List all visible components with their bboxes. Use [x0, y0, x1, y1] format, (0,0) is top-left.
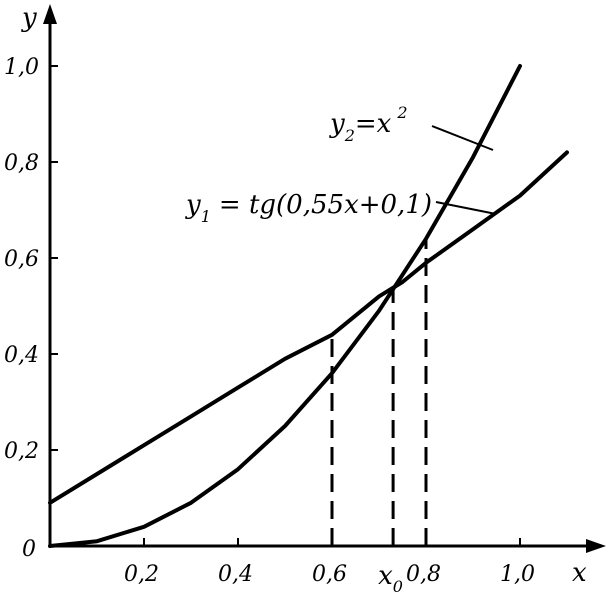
series-label-y2: y2=x 2: [329, 103, 494, 151]
x-tick-label: 1,0: [500, 562, 535, 587]
series-label-y1-main: y: [185, 190, 201, 220]
x-tick-label: 0,4: [218, 562, 253, 587]
svg-text:y1= tg(0,55x+0,1): y1 = tg(0,55x+0,1): [185, 190, 432, 226]
x-axis-label: x: [572, 558, 587, 588]
x-tick-label: 0,6: [312, 562, 347, 587]
x0-annotation: x0: [378, 561, 403, 596]
series-lines: [48, 64, 569, 548]
series-label-y2-sup: 2: [396, 103, 407, 122]
series-label-y1-leader: [435, 201, 497, 215]
series-label-y2-rest: =x: [355, 109, 392, 139]
x0-annotation-main: x: [378, 561, 393, 591]
x-tick-label: 0,8: [406, 562, 441, 587]
y-tick-label: 0,8: [4, 151, 39, 176]
series-line-1: [48, 150, 569, 505]
y-axis-arrow-icon: [43, 4, 57, 24]
y-tick-label: 1,0: [4, 55, 39, 80]
x0-annotation-sub: 0: [393, 577, 403, 596]
y-tick-label: 0,6: [4, 247, 39, 272]
series-label-y1-sub: 1: [201, 207, 211, 226]
series-label-y2-sub: 2: [344, 126, 355, 145]
tick-marks: [50, 65, 521, 546]
series-label-y2-leader: [431, 125, 494, 151]
series-label-y1-rest: = tg(0,55x+0,1): [219, 190, 432, 220]
y-axis-label: y: [21, 3, 37, 33]
y-tick-label: 0,4: [4, 343, 39, 368]
tick-labels: 0,2 0,4 0,6 0,8 1,0 0,2 0,4 0,6 0,8 1,0: [4, 55, 535, 587]
series-line-2: [48, 64, 522, 548]
series-label-y2-main: y: [329, 109, 345, 139]
y-tick-label: 0,2: [4, 439, 39, 464]
axes: [43, 4, 606, 553]
origin-label: 0: [22, 537, 36, 562]
vertical-markers: [330, 238, 428, 546]
series-label-y1: y1 = tg(0,55x+0,1): [185, 190, 497, 226]
x-tick-label: 0,2: [124, 562, 159, 587]
svg-text:y2=x2: y2=x 2: [329, 103, 408, 145]
x-axis-arrow-icon: [586, 539, 606, 553]
